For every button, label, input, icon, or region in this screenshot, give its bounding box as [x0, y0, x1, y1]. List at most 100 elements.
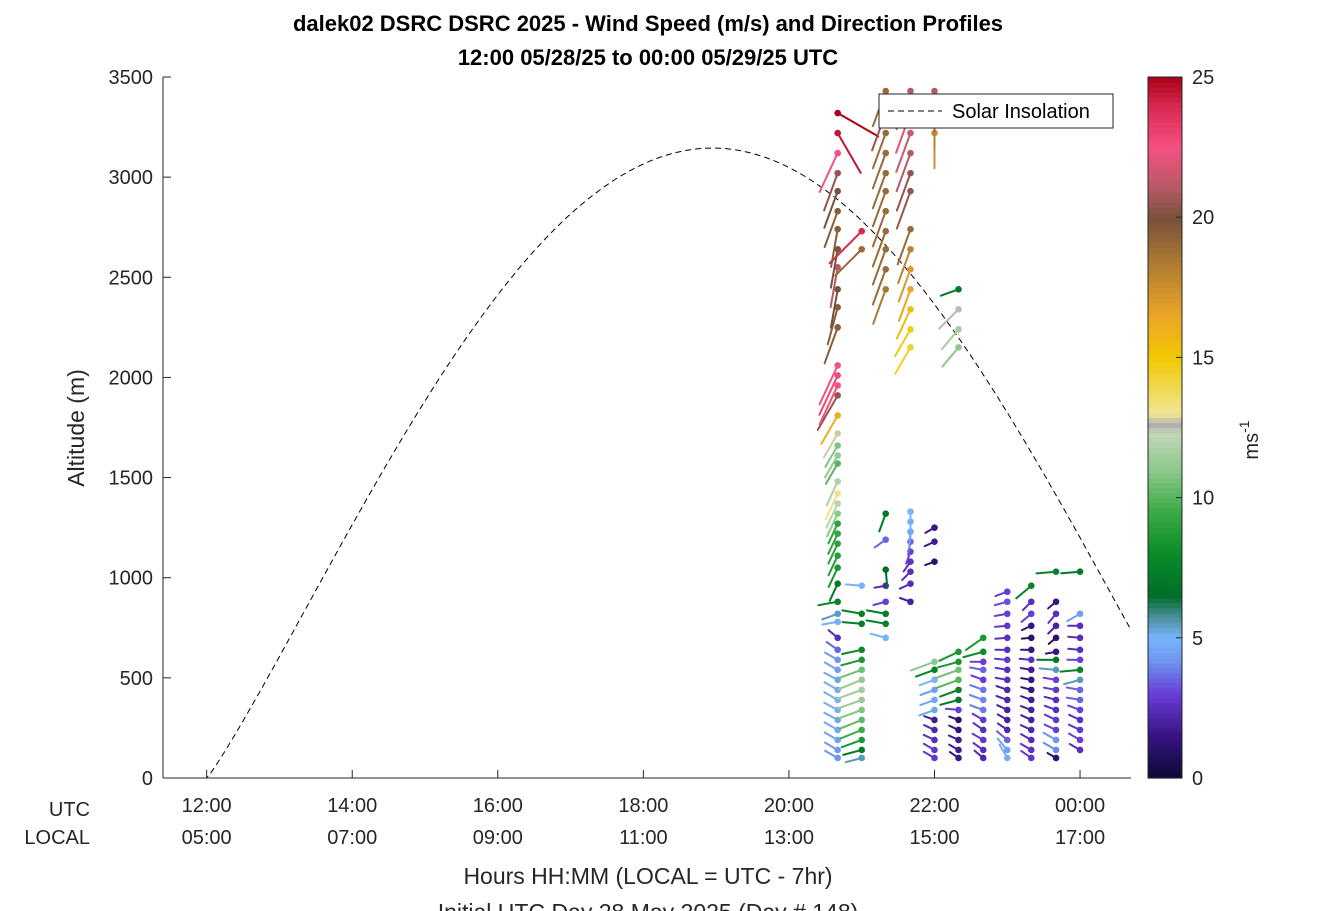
colorbar-segment: [1148, 392, 1182, 399]
y-tick-label: 2000: [109, 367, 154, 389]
wind-barb-dot: [1003, 622, 1011, 630]
wind-barb: [821, 618, 841, 626]
colorbar-segment: [1148, 477, 1182, 484]
wind-barb-dot: [834, 634, 841, 642]
wind-barb-shaft: [937, 660, 960, 669]
colorbar-segment: [1148, 557, 1182, 564]
wind-barb-dot: [834, 207, 841, 215]
wind-barb-dot: [1052, 634, 1060, 642]
wind-barb: [994, 622, 1011, 630]
colorbar-segment: [1148, 717, 1182, 724]
wind-barb-shaft: [895, 132, 912, 173]
wind-barb: [824, 442, 841, 468]
colorbar-tick-label: 10: [1192, 488, 1214, 510]
wind-barb-dot: [931, 658, 938, 666]
wind-barb-dot: [1052, 706, 1060, 714]
wind-barb: [939, 286, 962, 297]
wind-barb-dot: [1052, 622, 1060, 630]
wind-barb: [1068, 713, 1084, 724]
wind-barb-dot: [834, 520, 841, 527]
wind-barb: [969, 666, 987, 674]
wind-barb-shaft: [872, 288, 887, 325]
colorbar-segment: [1148, 677, 1182, 684]
wind-barb: [1059, 666, 1084, 674]
wind-barb: [1020, 749, 1035, 762]
y-tick-label: 1500: [109, 468, 154, 490]
wind-barb: [837, 666, 866, 680]
wind-barb: [834, 245, 866, 277]
wind-barb-dot: [834, 646, 841, 654]
wind-barb: [824, 460, 841, 485]
wind-barb: [995, 695, 1011, 704]
wind-barb-dot: [907, 187, 914, 195]
wind-barb-shaft: [826, 512, 839, 538]
x-tick-label-local: 05:00: [182, 827, 232, 849]
wind-barb: [824, 490, 841, 521]
wind-barb-dot: [882, 187, 890, 195]
wind-barb: [1019, 666, 1035, 674]
wind-barb-dot: [1076, 686, 1084, 694]
wind-barb: [823, 661, 841, 674]
wind-barb: [972, 742, 987, 754]
wind-barb-dot: [907, 568, 914, 576]
wind-barb-dot: [858, 620, 866, 628]
wind-barb-dot: [955, 696, 962, 704]
wind-barb: [838, 716, 866, 730]
wind-barb: [996, 713, 1011, 724]
wind-barb-shaft: [827, 554, 839, 577]
wind-barb: [1019, 705, 1035, 714]
wind-barb-dot: [1027, 754, 1035, 762]
wind-barb-shaft: [826, 306, 839, 346]
colorbar-unit-label: ms-1: [1236, 420, 1263, 459]
wind-barb-dot: [907, 558, 914, 565]
colorbar-segment: [1148, 752, 1182, 759]
wind-barb-dot: [858, 227, 866, 235]
wind-barb-dot: [1052, 746, 1060, 754]
colorbar-segment: [1148, 117, 1182, 123]
wind-barb-dot: [858, 736, 866, 744]
wind-barb: [873, 536, 890, 549]
wind-barb: [828, 227, 866, 265]
wind-barb-dot: [834, 666, 841, 674]
wind-barb: [1065, 686, 1084, 694]
wind-barb-shaft: [836, 698, 863, 710]
wind-barb: [1063, 676, 1084, 686]
wind-barb-shaft: [837, 668, 863, 680]
wind-barb-dot: [834, 263, 841, 271]
wind-barb: [1066, 656, 1084, 664]
wind-barb-dot: [1027, 726, 1035, 734]
wind-barb-dot: [1027, 696, 1035, 704]
wind-barb-dot: [1027, 622, 1035, 630]
colorbar-label: ms-1: [1236, 420, 1263, 459]
wind-barb-dot: [858, 245, 866, 253]
wind-barb-dot: [979, 634, 987, 642]
wind-barb-dot: [882, 169, 890, 177]
wind-barb-dot: [1003, 598, 1011, 606]
plot-area: [163, 77, 1131, 778]
wind-barb: [1067, 704, 1084, 714]
wind-barb-shaft: [825, 502, 839, 529]
wind-barb: [1020, 622, 1035, 632]
wind-barb-dot: [834, 452, 841, 459]
wind-barb-dot: [931, 726, 938, 734]
wind-barb-shaft: [895, 190, 912, 230]
wind-barb-shaft: [823, 326, 839, 365]
wind-barb-dot: [1076, 666, 1084, 674]
wind-barb-shaft: [820, 414, 839, 445]
colorbar-segment: [1148, 687, 1182, 694]
wind-barb-dot: [834, 500, 841, 507]
colorbar-segment: [1148, 497, 1182, 504]
colorbar-tick-label: 25: [1192, 67, 1214, 89]
wind-barb-dot: [1076, 646, 1084, 654]
wind-barb-dot: [907, 326, 914, 333]
colorbar-segment: [1148, 247, 1182, 253]
colorbar-segment: [1148, 637, 1182, 644]
wind-barb: [1067, 646, 1084, 654]
wind-barb-dot: [882, 510, 890, 517]
wind-barb: [898, 286, 914, 322]
x-tick-label-utc: 20:00: [764, 795, 814, 817]
colorbar-segment: [1148, 362, 1182, 369]
colorbar-segment: [1148, 467, 1182, 474]
colorbar-tick-label: 20: [1192, 207, 1214, 229]
wind-barb-dot: [907, 598, 914, 606]
